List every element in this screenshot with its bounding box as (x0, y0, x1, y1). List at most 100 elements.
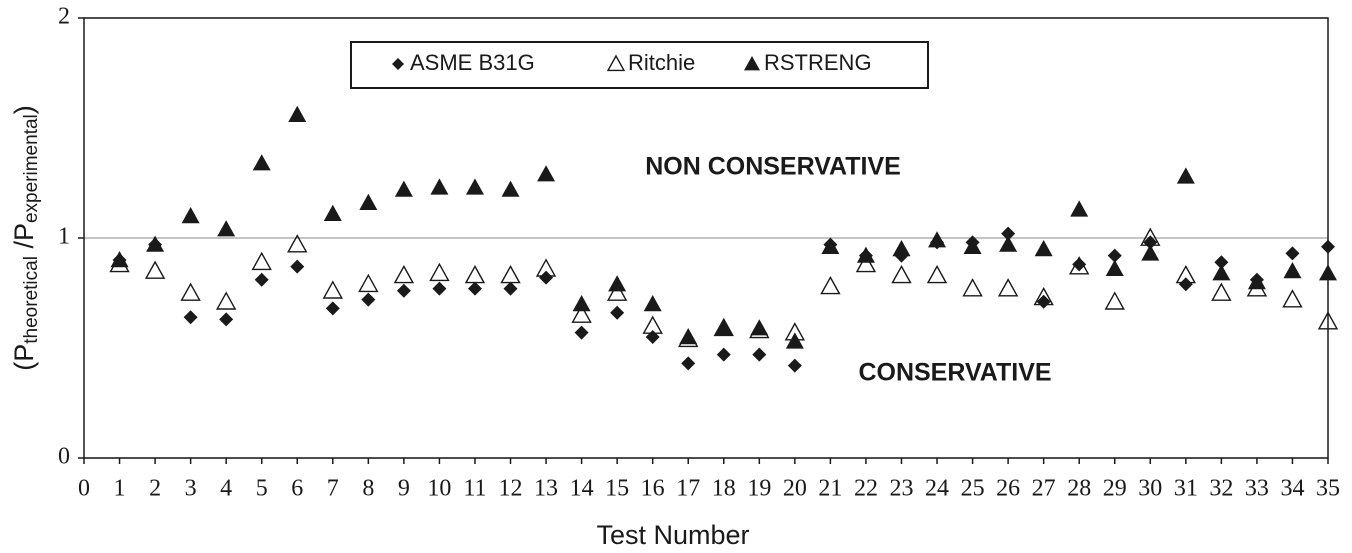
data-point (1070, 200, 1089, 217)
data-point (501, 180, 520, 197)
data-point (429, 262, 450, 282)
data-point (928, 231, 947, 248)
x-tick-label: 21 (818, 476, 842, 502)
data-point (1319, 264, 1337, 281)
y-tick-label: 0 (58, 444, 70, 470)
data-point (465, 178, 484, 195)
data-point (606, 282, 628, 301)
data-point (750, 319, 769, 336)
x-tick-label: 7 (327, 476, 339, 502)
data-point (1104, 291, 1125, 310)
x-axis-title: Test Number (596, 520, 749, 550)
y-title-sub: theoretical (21, 256, 42, 344)
data-point (254, 272, 269, 287)
x-tick-label: 20 (783, 476, 807, 502)
data-point (1285, 246, 1300, 261)
x-tick-label: 12 (499, 476, 523, 502)
data-point (1072, 257, 1087, 272)
data-point (1069, 256, 1090, 275)
data-point (574, 325, 589, 340)
data-point (752, 347, 767, 362)
legend-marker (744, 56, 760, 71)
x-tick-label: 27 (1032, 476, 1056, 502)
data-point (359, 193, 378, 210)
data-point (396, 283, 411, 298)
y-tick-label: 2 (58, 4, 70, 30)
y-axis-title: (Ptheoretical /Pexperimental) (9, 105, 42, 370)
data-point (1247, 273, 1266, 290)
y-title-part: ) (9, 105, 39, 114)
data-point (1176, 167, 1195, 184)
x-tick-label: 0 (78, 476, 90, 502)
data-point (645, 330, 660, 344)
data-point (1282, 289, 1303, 308)
legend-marker (606, 54, 626, 72)
data-point (251, 251, 272, 271)
data-point (219, 312, 234, 327)
x-tick-label: 32 (1209, 476, 1233, 502)
x-tick-label: 6 (291, 476, 303, 502)
data-point (252, 154, 271, 171)
data-point (787, 358, 802, 373)
data-point (144, 260, 166, 279)
x-tick-label: 8 (362, 476, 374, 502)
data-point (997, 278, 1019, 297)
y-title-sub: experimental (21, 114, 42, 223)
data-point (962, 278, 983, 297)
data-point (1107, 248, 1122, 263)
x-tick-label: 5 (256, 476, 268, 502)
data-point (785, 332, 804, 349)
x-tick-label: 17 (676, 476, 700, 502)
data-point (891, 264, 912, 284)
data-point (110, 251, 129, 268)
data-point (1214, 255, 1229, 270)
data-point (571, 304, 592, 323)
x-tick-label: 34 (1280, 476, 1304, 502)
annotation: CONSERVATIVE (858, 359, 1051, 387)
x-tick-label: 33 (1245, 476, 1269, 502)
legend-label: ASME B31G (410, 50, 535, 75)
data-point (1283, 262, 1302, 279)
data-point (926, 264, 948, 284)
y-title-part: (P (9, 344, 39, 371)
data-point (1141, 244, 1160, 261)
data-point (820, 275, 841, 295)
data-point (217, 220, 236, 237)
data-point (180, 282, 201, 301)
data-point (963, 237, 982, 254)
x-tick-label: 23 (889, 476, 913, 502)
x-tick-label: 28 (1067, 476, 1091, 502)
annotation: NON CONSERVATIVE (645, 153, 901, 181)
x-tick-label: 29 (1103, 476, 1127, 502)
x-tick-label: 15 (605, 476, 629, 502)
data-point (432, 281, 447, 296)
x-tick-label: 13 (534, 476, 558, 502)
data-point (1033, 286, 1054, 306)
x-tick-label: 9 (398, 476, 410, 502)
data-point (1212, 264, 1231, 281)
data-point (358, 273, 379, 293)
data-point (464, 264, 486, 284)
data-point (500, 264, 521, 284)
data-point (642, 315, 663, 334)
data-point (467, 281, 482, 296)
data-point (608, 275, 627, 292)
data-point (215, 291, 237, 310)
y-title-part: /P (9, 223, 39, 256)
data-point (681, 356, 696, 371)
data-point (856, 246, 875, 263)
data-point (1105, 259, 1124, 276)
legend-box (350, 41, 929, 89)
x-tick-label: 16 (641, 476, 665, 502)
data-point (716, 347, 731, 362)
data-point (1034, 240, 1053, 257)
legend-marker (392, 58, 404, 70)
x-tick-label: 3 (185, 476, 197, 502)
data-point (1001, 226, 1016, 241)
data-point (537, 165, 556, 182)
x-tick-label: 31 (1174, 476, 1198, 502)
legend-label: RSTRENG (764, 50, 872, 75)
data-point (535, 258, 557, 277)
data-point (325, 301, 340, 316)
